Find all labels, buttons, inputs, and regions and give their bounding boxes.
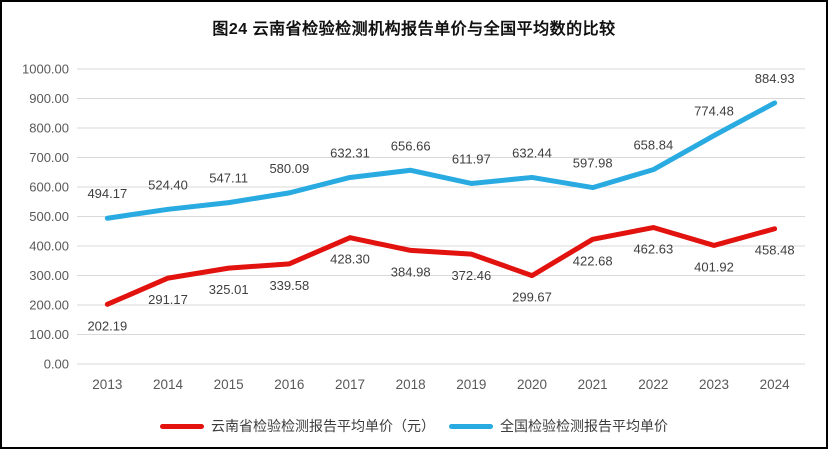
y-axis-label: 300.00: [29, 268, 69, 283]
legend-label-yunnan: 云南省检验检测报告平均单价（元）: [211, 418, 435, 434]
legend-swatch-national: [449, 423, 493, 429]
x-axis-label: 2017: [335, 377, 365, 392]
data-label-0: 458.48: [755, 243, 795, 258]
x-axis-label: 2020: [517, 377, 547, 392]
x-axis-label: 2019: [456, 377, 486, 392]
data-label-1: 656.66: [391, 138, 431, 153]
x-axis-label: 2024: [760, 377, 791, 392]
x-axis-label: 2015: [214, 377, 244, 392]
chart-title: 图24 云南省检验检测机构报告单价与全国平均数的比较: [212, 21, 616, 38]
data-label-1: 632.44: [512, 145, 552, 160]
series-line-1: [104, 100, 778, 221]
data-label-0: 339.58: [269, 278, 309, 293]
data-label-0: 299.67: [512, 290, 552, 305]
legend-item-yunnan: 云南省检验检测报告平均单价（元）: [160, 416, 435, 436]
data-label-0: 202.19: [87, 318, 127, 333]
data-label-1: 611.97: [452, 151, 491, 166]
x-axis-label: 2021: [578, 377, 608, 392]
legend-item-national: 全国检验检测报告平均单价: [449, 416, 668, 436]
y-axis-label: 100.00: [29, 327, 69, 342]
y-axis-label: 400.00: [29, 239, 69, 254]
data-label-1: 547.11: [209, 171, 248, 186]
x-axis-label: 2016: [274, 377, 304, 392]
series-line-0: [104, 225, 778, 307]
x-axis-label: 2022: [638, 377, 668, 392]
data-label-0: 325.01: [209, 282, 249, 297]
data-label-1: 658.84: [633, 138, 673, 153]
x-axis-label: 2023: [699, 377, 729, 392]
legend: 云南省检验检测报告平均单价（元） 全国检验检测报告平均单价: [2, 416, 826, 436]
x-axis-label: 2018: [396, 377, 426, 392]
data-label-1: 580.09: [269, 161, 309, 176]
data-label-0: 422.68: [573, 253, 613, 268]
data-label-1: 597.98: [573, 156, 613, 171]
data-label-0: 291.17: [148, 292, 188, 307]
data-label-1: 632.31: [330, 145, 370, 160]
y-axis-label: 900.00: [29, 91, 69, 106]
y-axis-label: 200.00: [29, 298, 69, 313]
data-label-0: 401.92: [694, 259, 734, 274]
legend-label-national: 全国检验检测报告平均单价: [500, 418, 668, 434]
data-label-1: 884.93: [755, 71, 795, 86]
data-label-0: 384.98: [391, 264, 431, 279]
y-axis-label: 800.00: [29, 121, 69, 136]
data-label-0: 428.30: [330, 252, 370, 267]
x-axis-label: 2014: [153, 377, 184, 392]
legend-swatch-yunnan: [160, 423, 204, 429]
data-label-0: 372.46: [451, 268, 491, 283]
data-label-1: 774.48: [694, 104, 734, 119]
data-label-1: 494.17: [87, 186, 127, 201]
y-axis-label: 0.00: [44, 357, 69, 372]
x-axis-label: 2013: [92, 377, 122, 392]
y-axis-label: 700.00: [29, 150, 69, 165]
data-label-0: 462.63: [633, 242, 673, 257]
y-axis-label: 600.00: [29, 180, 69, 195]
y-axis-label: 1000.00: [22, 62, 69, 77]
y-axis-label: 500.00: [29, 209, 69, 224]
data-label-1: 524.40: [148, 177, 188, 192]
